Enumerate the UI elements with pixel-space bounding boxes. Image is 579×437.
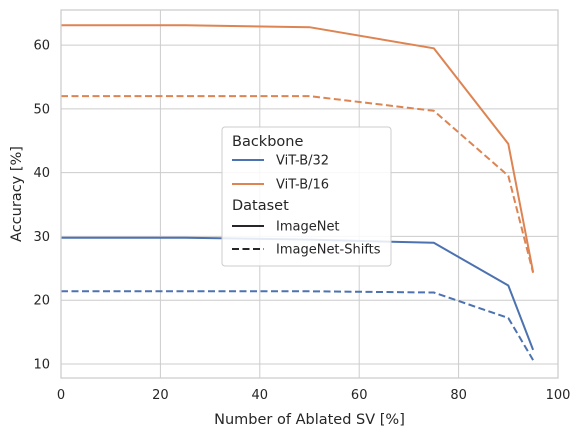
y-tick-label: 40 xyxy=(33,166,50,181)
series-line-vit-b-16-imagenet-shifts xyxy=(61,95,535,274)
legend-entries: ViT-B/32 ViT-B/16 ImageNet ImageNet-Shifts xyxy=(232,154,381,258)
x-tick-labels: 0 20 40 60 80 100 xyxy=(57,388,571,403)
plot-frame xyxy=(60,9,559,379)
y-tick-label: 30 xyxy=(33,230,50,245)
legend: Backbone Dataset ViT-B/32 ViT-B/16 ImageNe… xyxy=(221,126,392,267)
legend-entry-label: ViT-B/16 xyxy=(276,178,329,193)
x-tick-label: 80 xyxy=(450,388,467,403)
legend-title-dataset: Dataset xyxy=(232,198,289,214)
legend-entry-label: ImageNet xyxy=(276,220,340,235)
x-tick-label: 100 xyxy=(546,388,571,403)
legend-entry-label: ImageNet-Shifts xyxy=(276,243,381,258)
legend-title-backbone: Backbone xyxy=(232,134,303,150)
y-tick-label: 20 xyxy=(33,294,50,309)
x-tick-label: 40 xyxy=(252,388,269,403)
series-line-vit-b-16-imagenet xyxy=(61,24,535,273)
y-tick-label: 60 xyxy=(33,39,50,54)
series-line-vit-b-32-imagenet-shifts xyxy=(61,290,534,361)
x-tick-label: 20 xyxy=(152,388,169,403)
y-axis-label: Accuracy [%] xyxy=(9,146,25,242)
legend-entry-label: ViT-B/32 xyxy=(276,154,329,169)
x-axis-label: Number of Ablated SV [%] xyxy=(214,412,405,428)
y-tick-labels: 10 20 30 40 50 60 xyxy=(33,39,50,373)
legend-box xyxy=(221,126,392,267)
y-tick-label: 10 xyxy=(33,357,50,372)
y-tick-label: 50 xyxy=(33,102,50,117)
x-tick-label: 0 xyxy=(57,388,65,403)
x-tick-label: 60 xyxy=(351,388,368,403)
